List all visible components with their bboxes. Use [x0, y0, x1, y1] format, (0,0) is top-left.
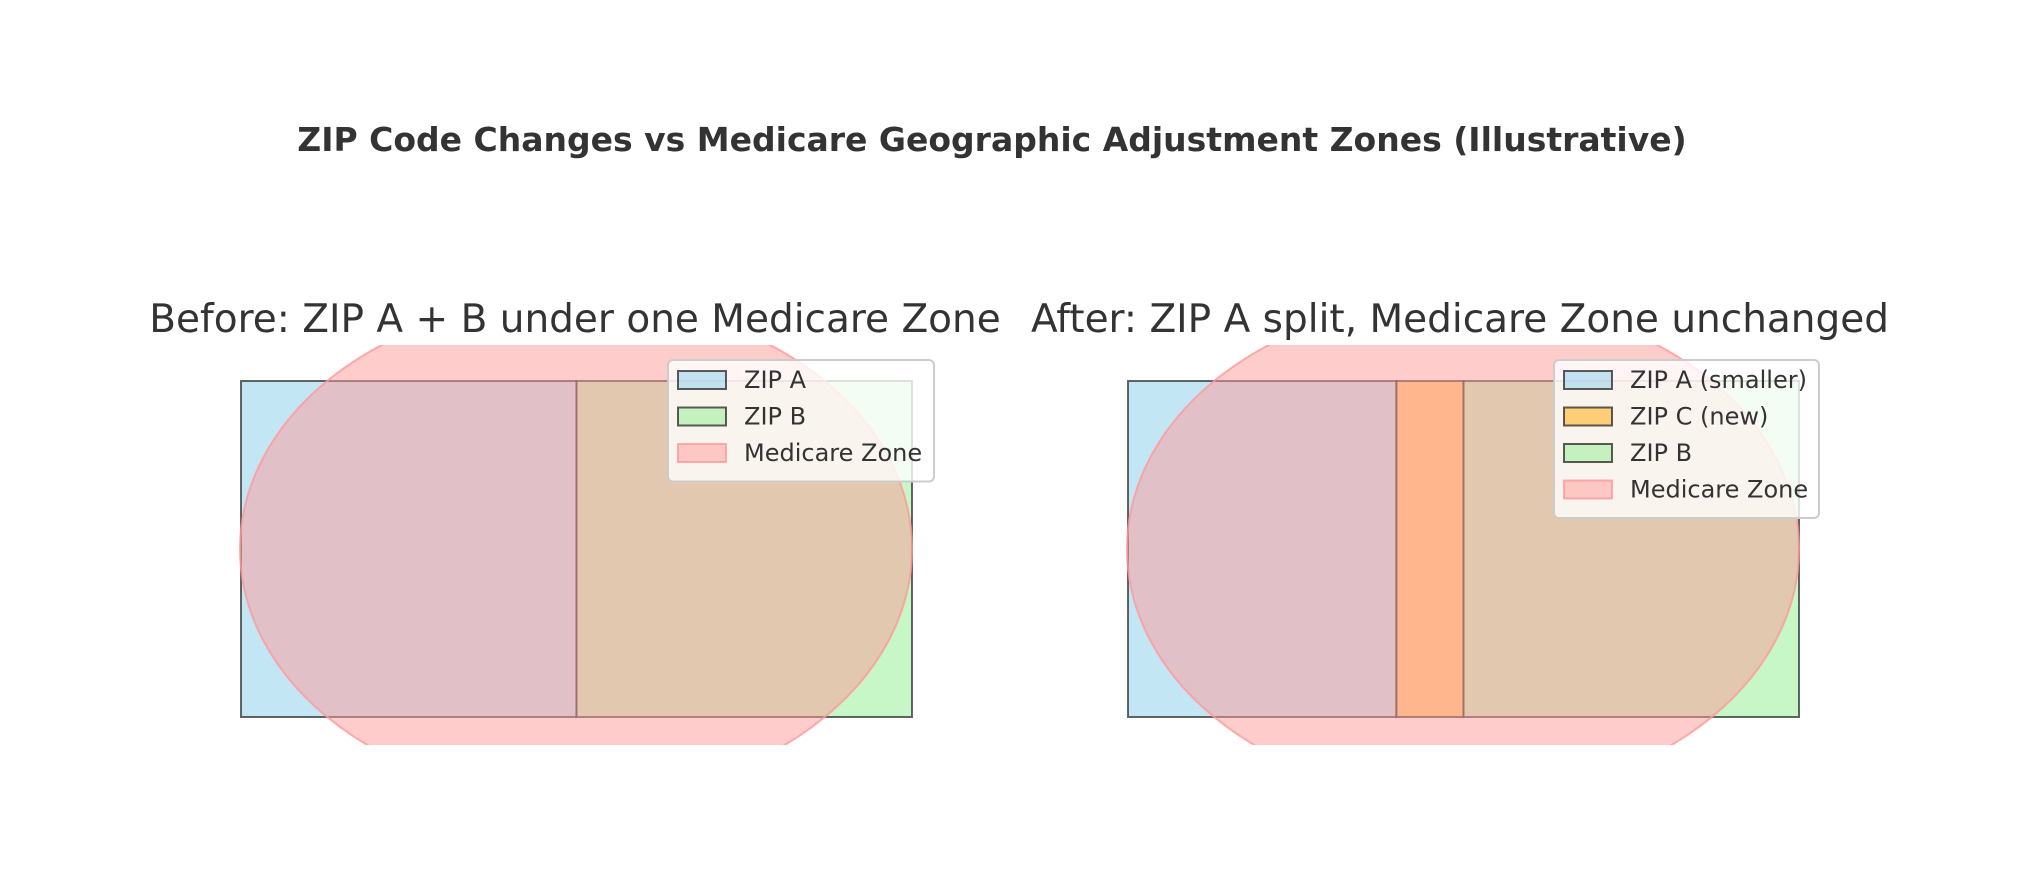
legend-label-after-medicare-zone: Medicare Zone: [1630, 476, 1808, 504]
legend-swatch-before-zip-a: [677, 370, 727, 390]
legend-swatch-after-zip-a-smaller: [1563, 370, 1613, 390]
panel-before: Before: ZIP A + B under one Medicare Zon…: [149, 297, 1001, 745]
legend-label-after-zip-b: ZIP B: [1630, 439, 1692, 467]
panel-before-title: Before: ZIP A + B under one Medicare Zon…: [149, 297, 1001, 342]
panel-after-legend: ZIP A (smaller) ZIP C (new) ZIP B Medicare …: [1553, 359, 1820, 519]
legend-frame-before: [667, 359, 935, 483]
legend-label-before-medicare-zone: Medicare Zone: [744, 439, 922, 467]
legend-swatch-before-zip-b: [677, 406, 727, 427]
legend-label-after-zip-c-new: ZIP C (new): [1630, 403, 1768, 431]
legend-swatch-after-zip-b: [1563, 443, 1613, 463]
legend-swatch-after-zip-c-new: [1563, 406, 1613, 427]
legend-label-after-zip-a-smaller: ZIP A (smaller): [1630, 366, 1807, 394]
figure-title: ZIP Code Changes vs Medicare Geographic …: [297, 120, 1686, 159]
legend-frame-after: [1553, 359, 1820, 519]
legend-label-before-zip-a: ZIP A: [744, 366, 807, 394]
legend-swatch-after-medicare-zone: [1563, 479, 1613, 500]
panel-after: After: ZIP A split, Medicare Zone unchan…: [1031, 297, 1889, 745]
panel-after-title: After: ZIP A split, Medicare Zone unchan…: [1031, 297, 1889, 342]
legend-label-before-zip-b: ZIP B: [744, 403, 806, 431]
legend-swatch-before-medicare-zone: [677, 443, 727, 463]
panel-before-legend: ZIP A ZIP B Medicare Zone: [667, 359, 935, 483]
